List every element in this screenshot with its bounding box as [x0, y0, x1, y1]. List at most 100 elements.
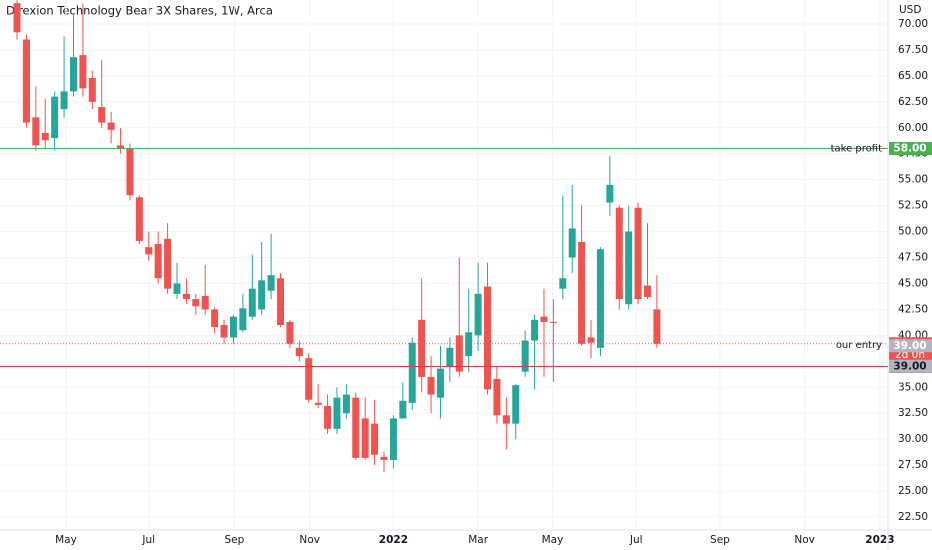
y-tick-label: 50.00: [898, 226, 928, 238]
candle-body: [549, 321, 557, 323]
candle-body: [474, 293, 482, 336]
x-tick-label: May: [542, 534, 564, 546]
currency-label: USD: [899, 4, 921, 16]
candle-body: [380, 456, 388, 460]
y-tick-label: 27.50: [898, 459, 928, 471]
chart-title: Direxion Technology Bear 3X Shares, 1W, …: [6, 4, 273, 18]
candle-body: [361, 418, 369, 458]
candle-body: [98, 107, 106, 123]
candle-body: [88, 77, 96, 102]
candle-body: [625, 231, 633, 305]
y-tick-label: 67.50: [898, 44, 928, 56]
candle-body: [220, 324, 228, 338]
candle-body: [418, 319, 426, 377]
candle-body: [145, 247, 153, 255]
candle-body: [211, 309, 219, 328]
y-tick-label: 22.50: [898, 511, 928, 523]
candle-body: [60, 91, 68, 110]
candle-body: [239, 308, 247, 331]
candle-body: [295, 347, 303, 357]
candle-body: [653, 309, 661, 344]
candle-body: [69, 57, 77, 92]
candle-body: [455, 335, 463, 372]
x-tick-label: Mar: [468, 534, 488, 546]
candle-body: [192, 299, 200, 307]
candle-body: [107, 122, 115, 130]
candle-body: [201, 295, 209, 310]
candle-body: [446, 347, 454, 367]
candle-body: [324, 405, 332, 429]
candle-body: [389, 418, 397, 460]
candle-body: [267, 275, 275, 291]
candle-body: [502, 415, 510, 424]
candle-body: [493, 378, 501, 416]
candle-body: [258, 280, 266, 310]
candle-body: [248, 288, 256, 317]
candle-body: [117, 145, 125, 149]
candle-body: [51, 96, 59, 139]
y-tick-label: 55.00: [898, 174, 928, 186]
y-tick-label: 42.50: [898, 303, 928, 315]
y-tick-label: 65.00: [898, 70, 928, 82]
x-tick-label: 2023: [865, 534, 894, 546]
candle-body: [277, 278, 285, 325]
candle-body: [41, 132, 49, 141]
candle-body: [154, 244, 162, 279]
candle-body: [32, 117, 40, 146]
y-tick-label: 52.50: [898, 200, 928, 212]
price-label: 39.00: [893, 360, 926, 372]
candle-body: [408, 342, 416, 403]
candle-body: [531, 319, 539, 341]
candle-body: [173, 283, 181, 294]
candle-body: [22, 39, 30, 123]
candle-body: [427, 376, 435, 395]
candle-body: [342, 394, 350, 414]
candle-body: [436, 368, 444, 398]
candle-body: [164, 238, 172, 289]
y-tick-label: 62.50: [898, 96, 928, 108]
x-tick-label: 2022: [379, 534, 408, 546]
candle-body: [79, 55, 87, 89]
candle-body: [578, 241, 586, 344]
price-label-box: [889, 142, 932, 156]
candle-body: [333, 397, 341, 429]
y-tick-label: 47.50: [898, 252, 928, 264]
price-label: 39.00: [893, 340, 926, 352]
price-label-box: [889, 339, 932, 353]
y-tick-label: 45.00: [898, 277, 928, 289]
x-tick-label: May: [55, 534, 77, 546]
candle-body: [135, 197, 143, 241]
candle-body: [512, 385, 520, 424]
candle-body: [634, 207, 642, 300]
candle-body: [615, 207, 623, 300]
candle-body: [229, 316, 237, 338]
candle-body: [643, 285, 651, 297]
candle-body: [352, 397, 360, 458]
candle-body: [559, 278, 567, 289]
x-tick-label: Nov: [299, 534, 320, 546]
candle-body: [596, 249, 604, 348]
y-tick-label: 30.00: [898, 433, 928, 445]
candle-body: [126, 148, 134, 196]
price-label-box: [889, 359, 932, 373]
candle-body: [371, 423, 379, 455]
y-tick-label: 35.00: [898, 381, 928, 393]
candle-body: [305, 358, 313, 400]
x-tick-label: Jul: [629, 534, 643, 546]
x-tick-label: Sep: [224, 534, 244, 546]
candle-body: [606, 184, 614, 203]
candle-body: [314, 402, 322, 405]
x-tick-label: Jul: [141, 534, 155, 546]
candle-body: [521, 340, 529, 372]
level-text: our entry: [836, 340, 882, 351]
price-label: 58.00: [893, 143, 926, 155]
y-tick-label: 25.00: [898, 485, 928, 497]
candle-body: [540, 316, 548, 322]
y-tick-label: 60.00: [898, 122, 928, 134]
candle-body: [568, 228, 576, 258]
x-tick-label: Nov: [794, 534, 815, 546]
y-tick-label: 32.50: [898, 407, 928, 419]
candle-body: [399, 400, 407, 419]
candle-body: [13, 3, 21, 33]
